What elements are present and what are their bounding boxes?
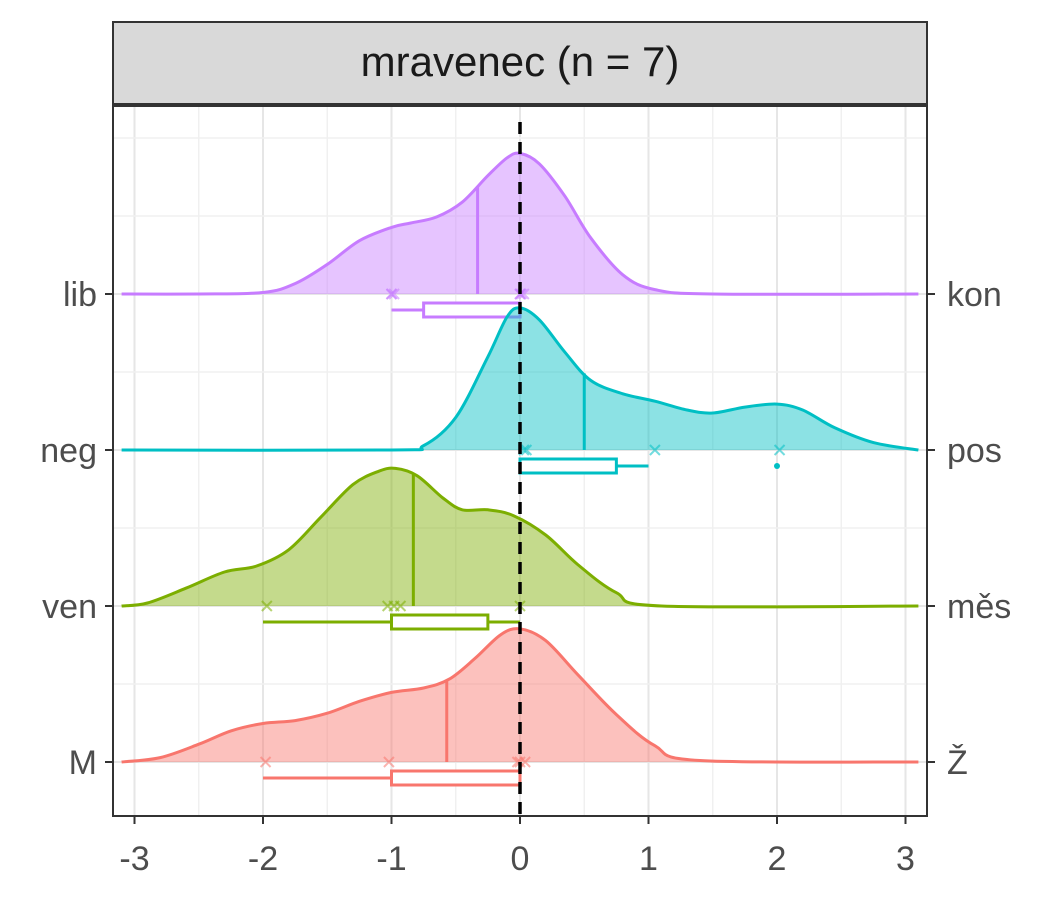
data-point <box>649 444 661 456</box>
x-tick-label: -1 <box>376 840 406 878</box>
x-tick-label: 2 <box>768 840 787 878</box>
y-label-right: pos <box>947 432 1002 470</box>
data-point <box>383 756 395 768</box>
density-area <box>121 307 919 451</box>
panel-title: mravenec (n = 7) <box>361 38 680 85</box>
y-label-right: Ž <box>947 744 968 782</box>
density-area <box>121 628 919 763</box>
data-point <box>519 756 531 768</box>
data-point <box>388 288 400 300</box>
x-tick-label: -2 <box>248 840 278 878</box>
x-tick-label: 0 <box>511 840 530 878</box>
ridge-ven <box>121 466 919 631</box>
data-point <box>261 600 273 612</box>
y-label-right: měs <box>947 588 1011 626</box>
y-label-left: neg <box>40 432 97 470</box>
y-label-left: lib <box>63 276 97 314</box>
box <box>422 301 522 319</box>
y-label-right: kon <box>947 276 1002 314</box>
panel-strip: mravenec (n = 7) <box>112 21 928 105</box>
x-tick-label: 1 <box>639 840 658 878</box>
box <box>390 613 490 631</box>
data-point <box>385 288 398 300</box>
y-label-left: M <box>69 744 97 782</box>
data-point <box>520 444 533 456</box>
panel-strip-background <box>112 21 928 105</box>
data-point <box>394 600 407 612</box>
data-point <box>259 756 272 768</box>
x-tick-label: -3 <box>119 840 149 878</box>
outlier-point <box>774 463 780 469</box>
x-tick-label: 3 <box>896 840 915 878</box>
density-outline <box>121 627 919 764</box>
box <box>518 457 618 475</box>
data-point <box>773 444 786 456</box>
density-outline <box>121 306 919 452</box>
density-outline <box>121 151 919 296</box>
density-outline <box>121 466 919 609</box>
density-area <box>121 468 919 607</box>
box <box>390 769 522 787</box>
ridge-M <box>121 627 919 787</box>
axes: -3 -2 -1 0 1 2 3 lib kon neg pos ven měs M Ž <box>40 276 1011 878</box>
y-label-left: ven <box>42 588 97 626</box>
